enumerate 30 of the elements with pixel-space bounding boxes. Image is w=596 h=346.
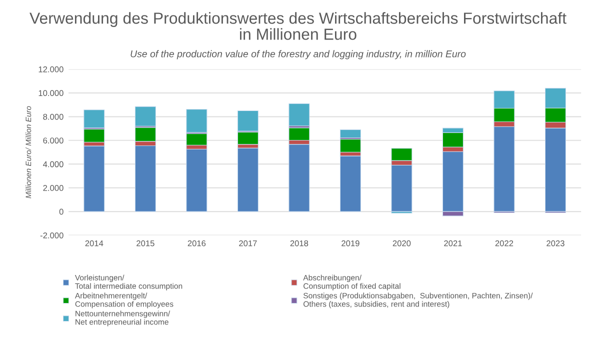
x-tick-label: 2015 [136,240,154,246]
y-tick-label: 6.000 [43,138,64,144]
y-tick-label: 0 [59,208,64,215]
y-tick-label: 10.000 [38,90,64,96]
bar [186,148,208,212]
chart-title: Verwendung des Produktionswertes des Wirtschaftsbereichs Forstwirtschaft in Millionen Euro [30,12,566,40]
bar [84,146,105,212]
bar [237,148,258,212]
bar [288,128,310,141]
y-tick-label: 2.000 [43,185,64,191]
bar [340,156,361,212]
x-tick-label: 2023 [546,240,564,246]
bar [391,164,412,212]
x-tick-label: 2017 [239,240,257,246]
chart-subtitle: Use of the production value of the forestry and logging industry, in million Euro [130,50,466,60]
y-tick-label: 12.000 [38,66,64,72]
x-tick-label: 2014 [85,240,104,246]
bar [134,145,156,212]
bar [288,144,310,212]
bar [494,126,515,212]
x-tick-label: 2016 [188,240,206,246]
y-tick-label: -2.000 [40,232,64,238]
x-tick-label: 2018 [290,240,308,246]
x-tick-label: 2021 [444,240,462,246]
x-tick-label: 2020 [392,240,411,246]
x-tick-label: 2019 [342,240,360,246]
y-tick-label: 8.000 [43,114,64,120]
x-tick-label: 2022 [495,240,514,246]
y-tick-label: 4.000 [43,161,64,168]
bar [288,103,310,126]
